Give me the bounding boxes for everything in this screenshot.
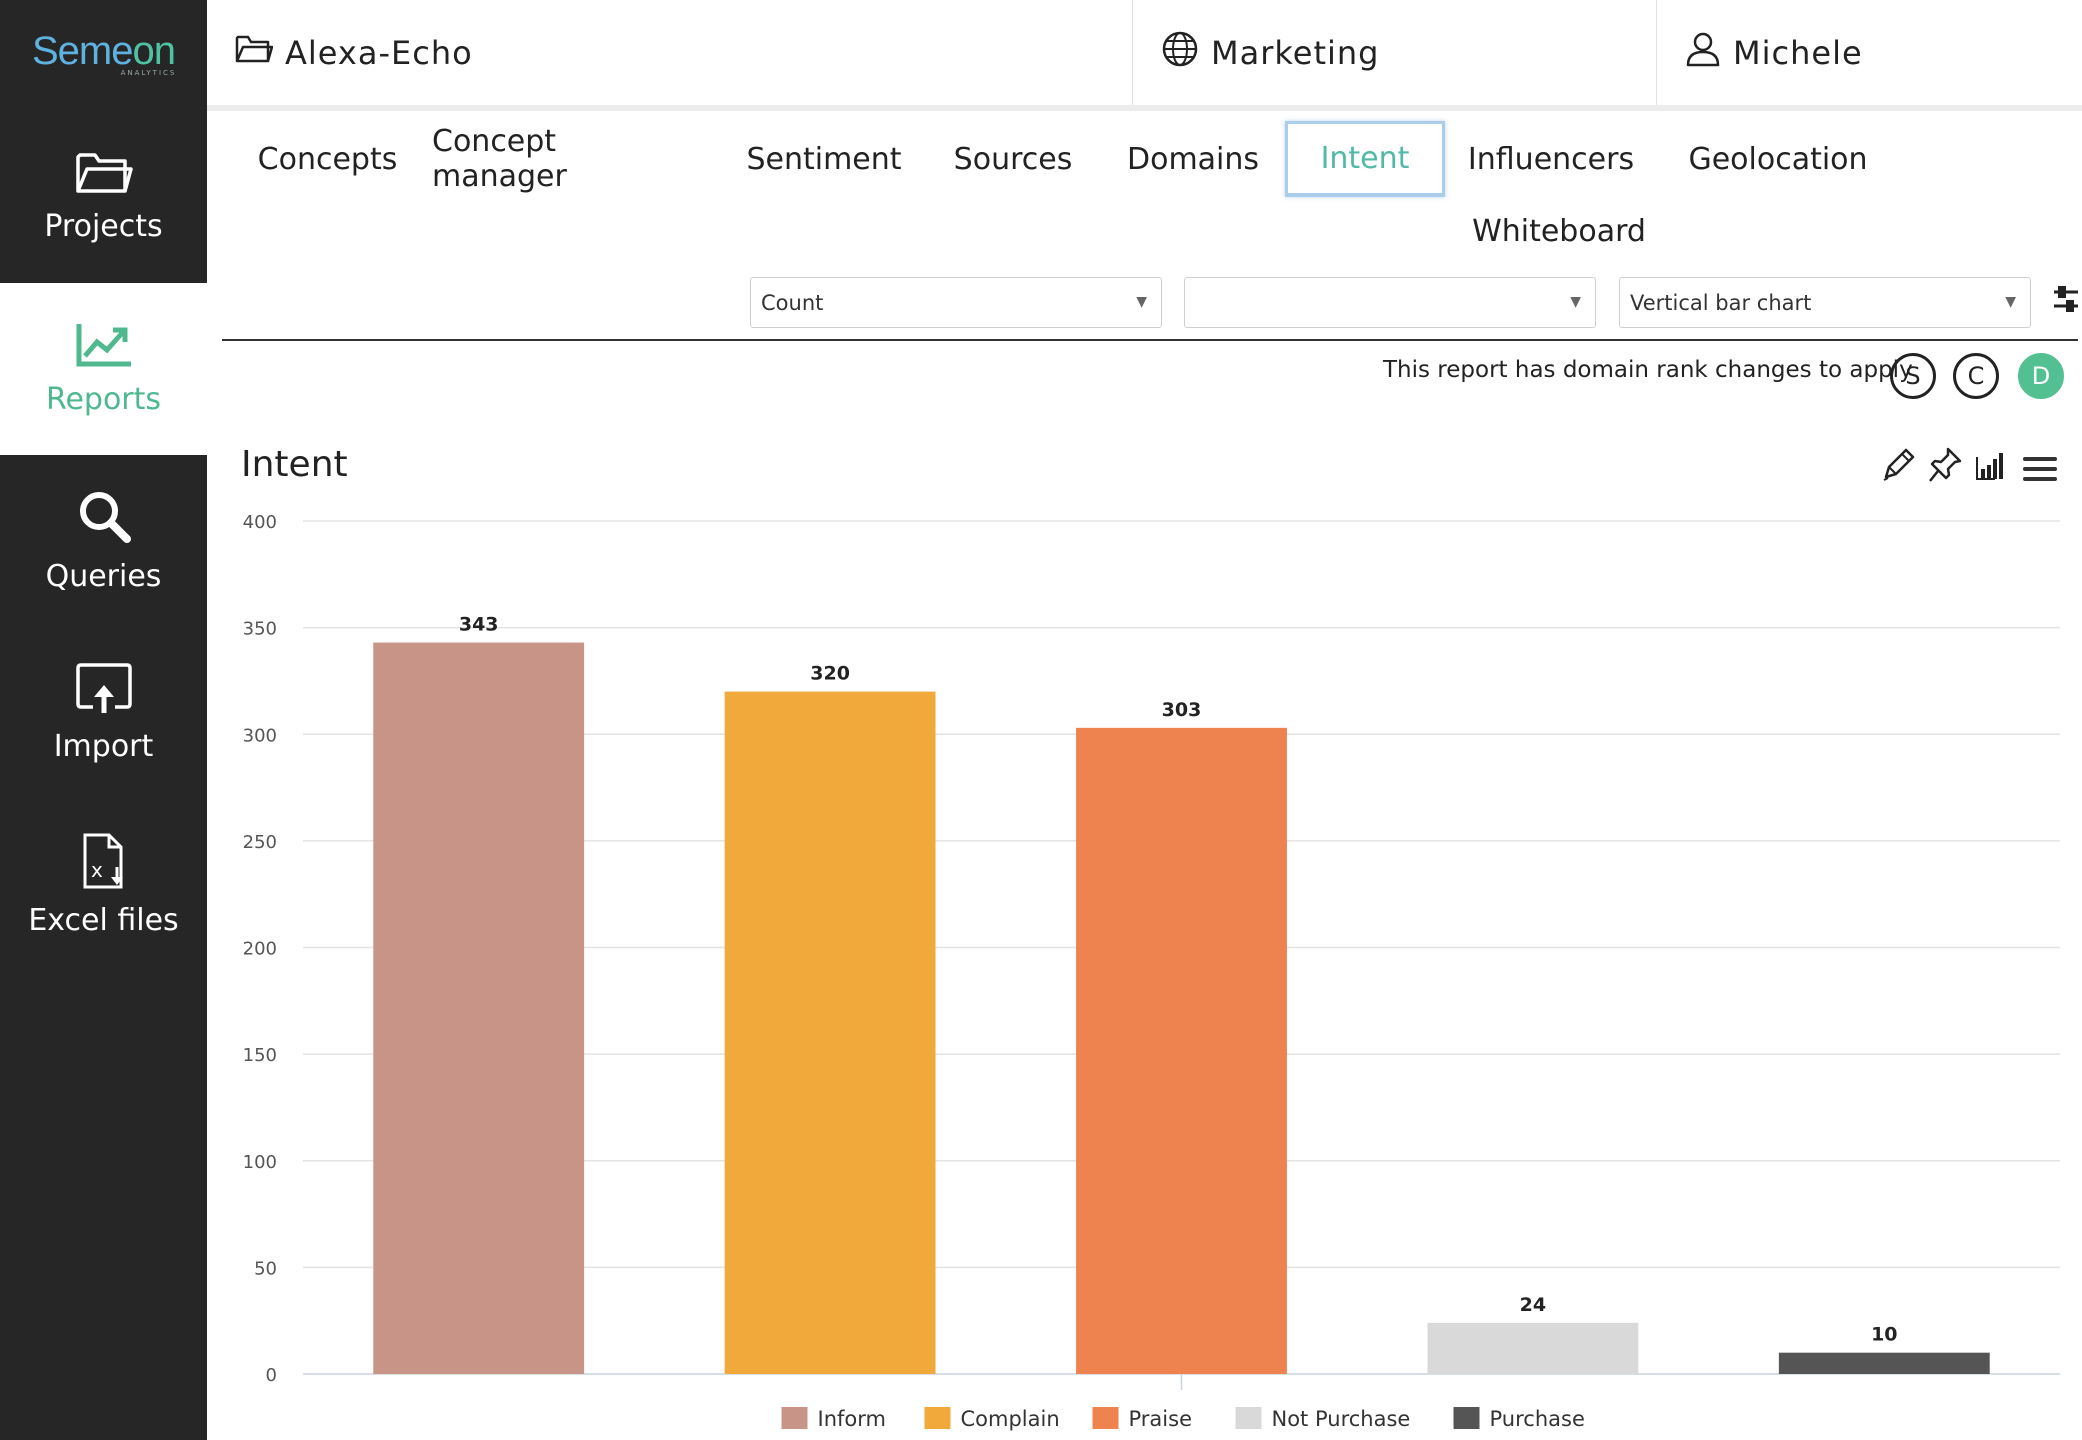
svg-text:x: x: [91, 858, 103, 882]
y-tick-label: 300: [243, 725, 277, 746]
tab-sentiment[interactable]: Sentiment: [746, 141, 902, 177]
y-tick-label: 350: [243, 619, 277, 640]
secondary-select[interactable]: ▼: [1184, 277, 1596, 328]
legend-item[interactable]: Inform: [781, 1407, 886, 1431]
legend-item[interactable]: Praise: [1092, 1407, 1193, 1431]
sidebar-item-label: Import: [53, 728, 154, 764]
legend-item[interactable]: Purchase: [1453, 1407, 1585, 1431]
logo-subtitle: ANALYTICS: [120, 69, 177, 77]
legend-item[interactable]: Not Purchase: [1235, 1407, 1411, 1431]
filter-settings-icon[interactable]: [2052, 284, 2080, 318]
metric-select-value: Count: [761, 290, 824, 315]
search-icon: [75, 489, 133, 545]
power-bi-export-icon[interactable]: [1973, 447, 2009, 487]
legend-item[interactable]: Complain: [924, 1407, 1060, 1431]
upload-icon: [75, 662, 133, 715]
sidebar-item-reports[interactable]: Reports: [0, 283, 207, 455]
y-tick-label: 50: [254, 1258, 277, 1279]
user-icon: [1685, 31, 1733, 75]
project-name: Alexa-Echo: [285, 33, 473, 72]
caret-down-icon: ▼: [2005, 294, 2016, 310]
chart-type-select-value: Vertical bar chart: [1630, 290, 1812, 315]
legend-label: Purchase: [1490, 1407, 1585, 1431]
legend-label: Inform: [818, 1407, 886, 1431]
sidebar-item-label: Excel files: [28, 902, 179, 938]
trend-chart-icon: [75, 322, 133, 368]
sidebar-item-projects[interactable]: Projects: [0, 110, 207, 282]
sidebar-item-label: Reports: [45, 381, 162, 417]
project-selector[interactable]: Alexa-Echo: [235, 0, 473, 105]
pin-icon[interactable]: [1928, 447, 1962, 487]
bar-complain: [724, 691, 936, 1374]
workspace-name: Marketing: [1211, 33, 1380, 72]
sidebar: Semeon ANALYTICS Projects Reports Querie…: [0, 0, 207, 1440]
caret-down-icon: ▼: [1570, 294, 1581, 310]
workspace-selector[interactable]: Marketing: [1161, 0, 1379, 105]
semeon-logo[interactable]: Semeon ANALYTICS: [0, 0, 207, 108]
caret-down-icon: ▼: [1136, 294, 1147, 310]
apply-s-button[interactable]: S: [1890, 353, 1936, 399]
chart-title: Intent: [241, 444, 348, 485]
tab-influencers[interactable]: Influencers: [1467, 141, 1635, 177]
legend-swatch: [1453, 1407, 1480, 1429]
y-tick-label: 150: [243, 1045, 277, 1066]
y-tick-label: 200: [243, 939, 277, 960]
tab-concept-manager[interactable]: Concept manager: [432, 124, 567, 194]
tab-whiteboard[interactable]: Whiteboard: [1472, 213, 1646, 249]
sidebar-item-queries[interactable]: Queries: [0, 455, 207, 627]
metric-select[interactable]: Count ▼: [750, 277, 1162, 328]
tab-domains[interactable]: Domains: [1126, 141, 1260, 177]
excel-file-icon: x: [75, 833, 133, 889]
user-menu[interactable]: Michele: [1685, 0, 1863, 105]
bar-inform: [373, 642, 585, 1374]
legend-swatch: [924, 1407, 951, 1429]
data-label: 10: [1871, 1324, 1897, 1346]
globe-icon: [1161, 30, 1211, 76]
legend-label: Praise: [1129, 1407, 1193, 1431]
legend-swatch: [1092, 1407, 1119, 1429]
section-divider: [222, 339, 2078, 341]
folder-icon: [75, 149, 133, 195]
tab-intent[interactable]: Intent: [1285, 121, 1445, 197]
bar-praise: [1076, 727, 1287, 1374]
pencil-icon[interactable]: [1880, 447, 1916, 487]
apply-c-button[interactable]: C: [1953, 353, 1999, 399]
domain-rank-notice: This report has domain rank changes to a…: [1383, 357, 1913, 383]
legend-swatch: [1235, 1407, 1262, 1429]
tab-concepts[interactable]: Concepts: [257, 141, 398, 177]
hamburger-menu-icon[interactable]: [2023, 455, 2057, 487]
y-tick-label: 100: [243, 1152, 277, 1173]
data-label: 320: [810, 663, 850, 685]
logo-wordmark: Semeon: [32, 29, 176, 73]
tab-sources[interactable]: Sources: [953, 141, 1073, 177]
user-name: Michele: [1733, 33, 1863, 72]
data-label: 343: [459, 614, 499, 636]
bar-purchase: [1778, 1352, 1990, 1374]
data-label: 24: [1520, 1294, 1546, 1316]
legend-label: Complain: [961, 1407, 1060, 1431]
sidebar-item-import[interactable]: Import: [0, 627, 207, 799]
sidebar-item-excel-files[interactable]: x Excel files: [0, 799, 207, 971]
data-label: 303: [1162, 699, 1202, 721]
top-bar: Alexa-Echo Marketing Michele: [207, 0, 2082, 111]
divider: [1656, 0, 1657, 105]
sidebar-item-label: Queries: [45, 558, 162, 594]
legend-swatch: [781, 1407, 808, 1429]
chart-type-select[interactable]: Vertical bar chart ▼: [1619, 277, 2031, 328]
y-tick-label: 0: [266, 1365, 277, 1386]
legend-label: Not Purchase: [1272, 1407, 1411, 1431]
apply-d-button[interactable]: D: [2018, 353, 2064, 399]
divider: [1132, 0, 1133, 105]
tab-geolocation[interactable]: Geolocation: [1688, 141, 1868, 177]
folder-icon: [235, 34, 285, 72]
y-tick-label: 400: [243, 512, 277, 533]
sidebar-item-label: Projects: [44, 208, 163, 244]
bar-not-purchase: [1427, 1322, 1639, 1374]
y-tick-label: 250: [243, 832, 277, 853]
